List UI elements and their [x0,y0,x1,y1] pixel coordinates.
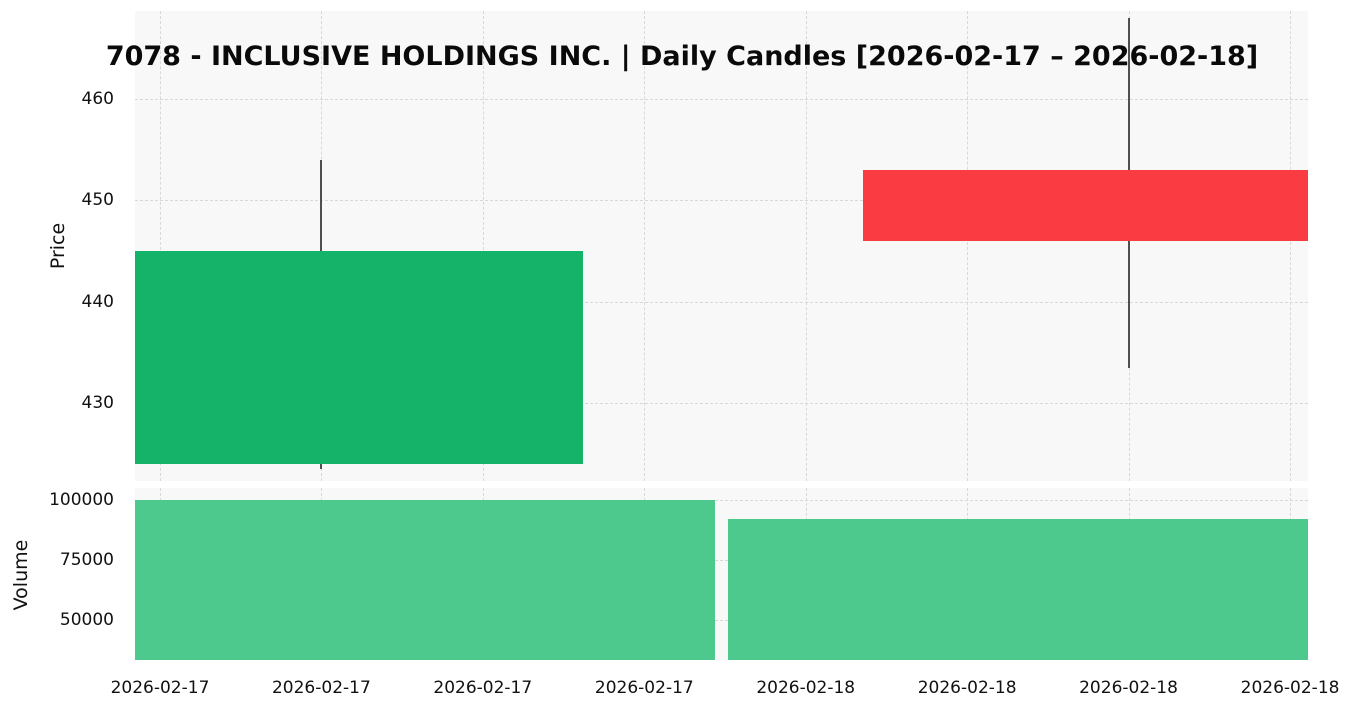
x-tick-label: 2026-02-18 [1079,678,1178,698]
volume-tick-label: 100000 [49,489,114,510]
price-vgridline [805,11,807,481]
volume-gridline [135,559,1308,561]
x-tick-label: 2026-02-17 [110,678,210,698]
x-tick-label: 2026-02-17 [594,678,694,698]
price-vgridline [1290,11,1292,481]
x-tick-label: 2026-02-18 [917,678,1017,698]
price-tick-label: 430 [81,393,114,413]
candle-body [135,251,584,464]
x-tick-label: 2026-02-18 [756,678,856,698]
price-vgridline [967,11,969,481]
price-tick-label: 440 [81,291,114,312]
volume-bar [727,519,1308,660]
volume-tick-label: 50000 [59,609,114,630]
price-gridline [135,200,1308,202]
price-gridline [135,301,1308,303]
price-axis-label: Price [47,222,69,270]
volume-tick-label: 75000 [59,549,114,570]
x-tick-label: 2026-02-18 [1240,678,1340,698]
price-gridline [135,403,1308,404]
price-tick-label: 450 [81,190,114,211]
price-vgridline [644,11,646,481]
volume-gridline [135,499,1308,501]
price-gridline [135,99,1308,101]
chart-title: 7078 - INCLUSIVE HOLDINGS INC. | Daily C… [105,41,1259,72]
price-vgridline [159,11,161,481]
x-tick-label: 2026-02-17 [271,678,371,698]
price-tick-label: 460 [81,89,114,110]
volume-bar [135,499,716,660]
candle-body [863,170,1308,241]
x-tick-label: 2026-02-17 [433,678,533,698]
volume-gridline [135,619,1308,621]
price-vgridline [482,11,484,481]
